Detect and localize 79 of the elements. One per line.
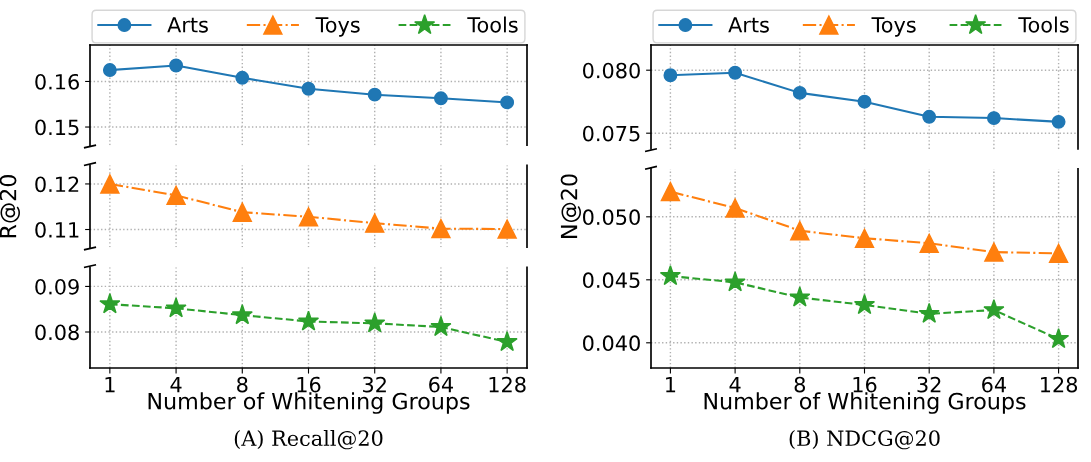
point	[430, 315, 452, 337]
point	[231, 304, 253, 325]
point	[984, 242, 1004, 262]
point	[433, 91, 448, 106]
point	[364, 213, 385, 233]
x-tick-label: 1	[105, 376, 115, 393]
legend-label: Arts	[167, 17, 208, 33]
point	[725, 198, 745, 218]
x-tick-label: 128	[1041, 376, 1078, 393]
text: (A) Recall@20	[234, 429, 383, 450]
point	[496, 330, 518, 352]
point	[789, 286, 811, 307]
point	[99, 293, 121, 314]
y-tick-label: 0.11	[35, 221, 79, 238]
legend-label: Toys	[871, 17, 916, 37]
point	[500, 95, 515, 110]
point	[169, 58, 184, 73]
x-axis-title: Number of Whitening Groups	[148, 392, 470, 414]
point	[165, 297, 187, 318]
point	[659, 264, 682, 286]
x-tick-label: 1	[666, 376, 676, 393]
point	[100, 174, 120, 194]
point	[724, 271, 746, 292]
y-tick-label: 0.040	[583, 335, 640, 352]
point	[1047, 327, 1070, 349]
x-tick-label: 32	[917, 376, 941, 393]
point	[792, 85, 807, 100]
x-tick-label: 64	[982, 376, 1006, 393]
point	[166, 185, 186, 206]
y-tick-label: 0.075	[583, 125, 640, 142]
y-tick-label: 0.08	[35, 324, 79, 341]
point	[102, 63, 117, 78]
point	[919, 233, 939, 253]
y-tick-label: 0.080	[583, 62, 640, 79]
x-tick-label: 16	[297, 376, 321, 393]
point	[497, 219, 517, 239]
legend-label: Toys	[315, 17, 360, 37]
point	[986, 111, 1001, 126]
x-tick-label: 16	[853, 376, 877, 393]
point	[297, 310, 320, 331]
legend-label: Tools	[467, 16, 518, 33]
point	[1051, 114, 1066, 129]
point	[853, 293, 876, 315]
x-tick-label: 4	[170, 376, 182, 393]
point	[431, 218, 451, 239]
point	[857, 94, 872, 109]
point	[301, 81, 316, 96]
point	[364, 312, 386, 333]
legend-label: Tools	[1018, 16, 1069, 33]
y-tick-label: 0.15	[35, 119, 79, 136]
point	[235, 70, 250, 85]
y-tick-label: 0.12	[35, 176, 79, 193]
x-tick-label: 64	[429, 376, 454, 393]
point	[854, 228, 875, 248]
y-tick-label: 0.16	[35, 73, 79, 90]
x-axis-title: Number of Whitening Groups	[704, 392, 1026, 414]
point	[1048, 243, 1069, 264]
point	[232, 202, 253, 222]
x-tick-label: 4	[729, 376, 741, 393]
point	[660, 181, 681, 202]
legend-label: Arts	[728, 17, 769, 33]
y-tick-label: 0.045	[583, 272, 640, 289]
text: (B) NDCG@20	[789, 429, 940, 450]
y-tick-label: 0.09	[35, 278, 79, 295]
y-tick-label: 0.050	[583, 209, 640, 226]
point	[983, 298, 1005, 320]
x-tick-label: 128	[489, 376, 526, 393]
point	[663, 68, 678, 83]
point	[922, 109, 937, 124]
point	[918, 302, 940, 323]
point	[790, 220, 810, 241]
y-axis-title: R@20	[0, 175, 20, 238]
point	[367, 87, 382, 102]
x-tick-label: 32	[363, 376, 386, 393]
point	[298, 207, 319, 227]
x-tick-label: 8	[237, 376, 248, 393]
x-tick-label: 8	[794, 376, 805, 393]
point	[728, 65, 743, 80]
y-axis-title: N@20	[560, 174, 581, 238]
